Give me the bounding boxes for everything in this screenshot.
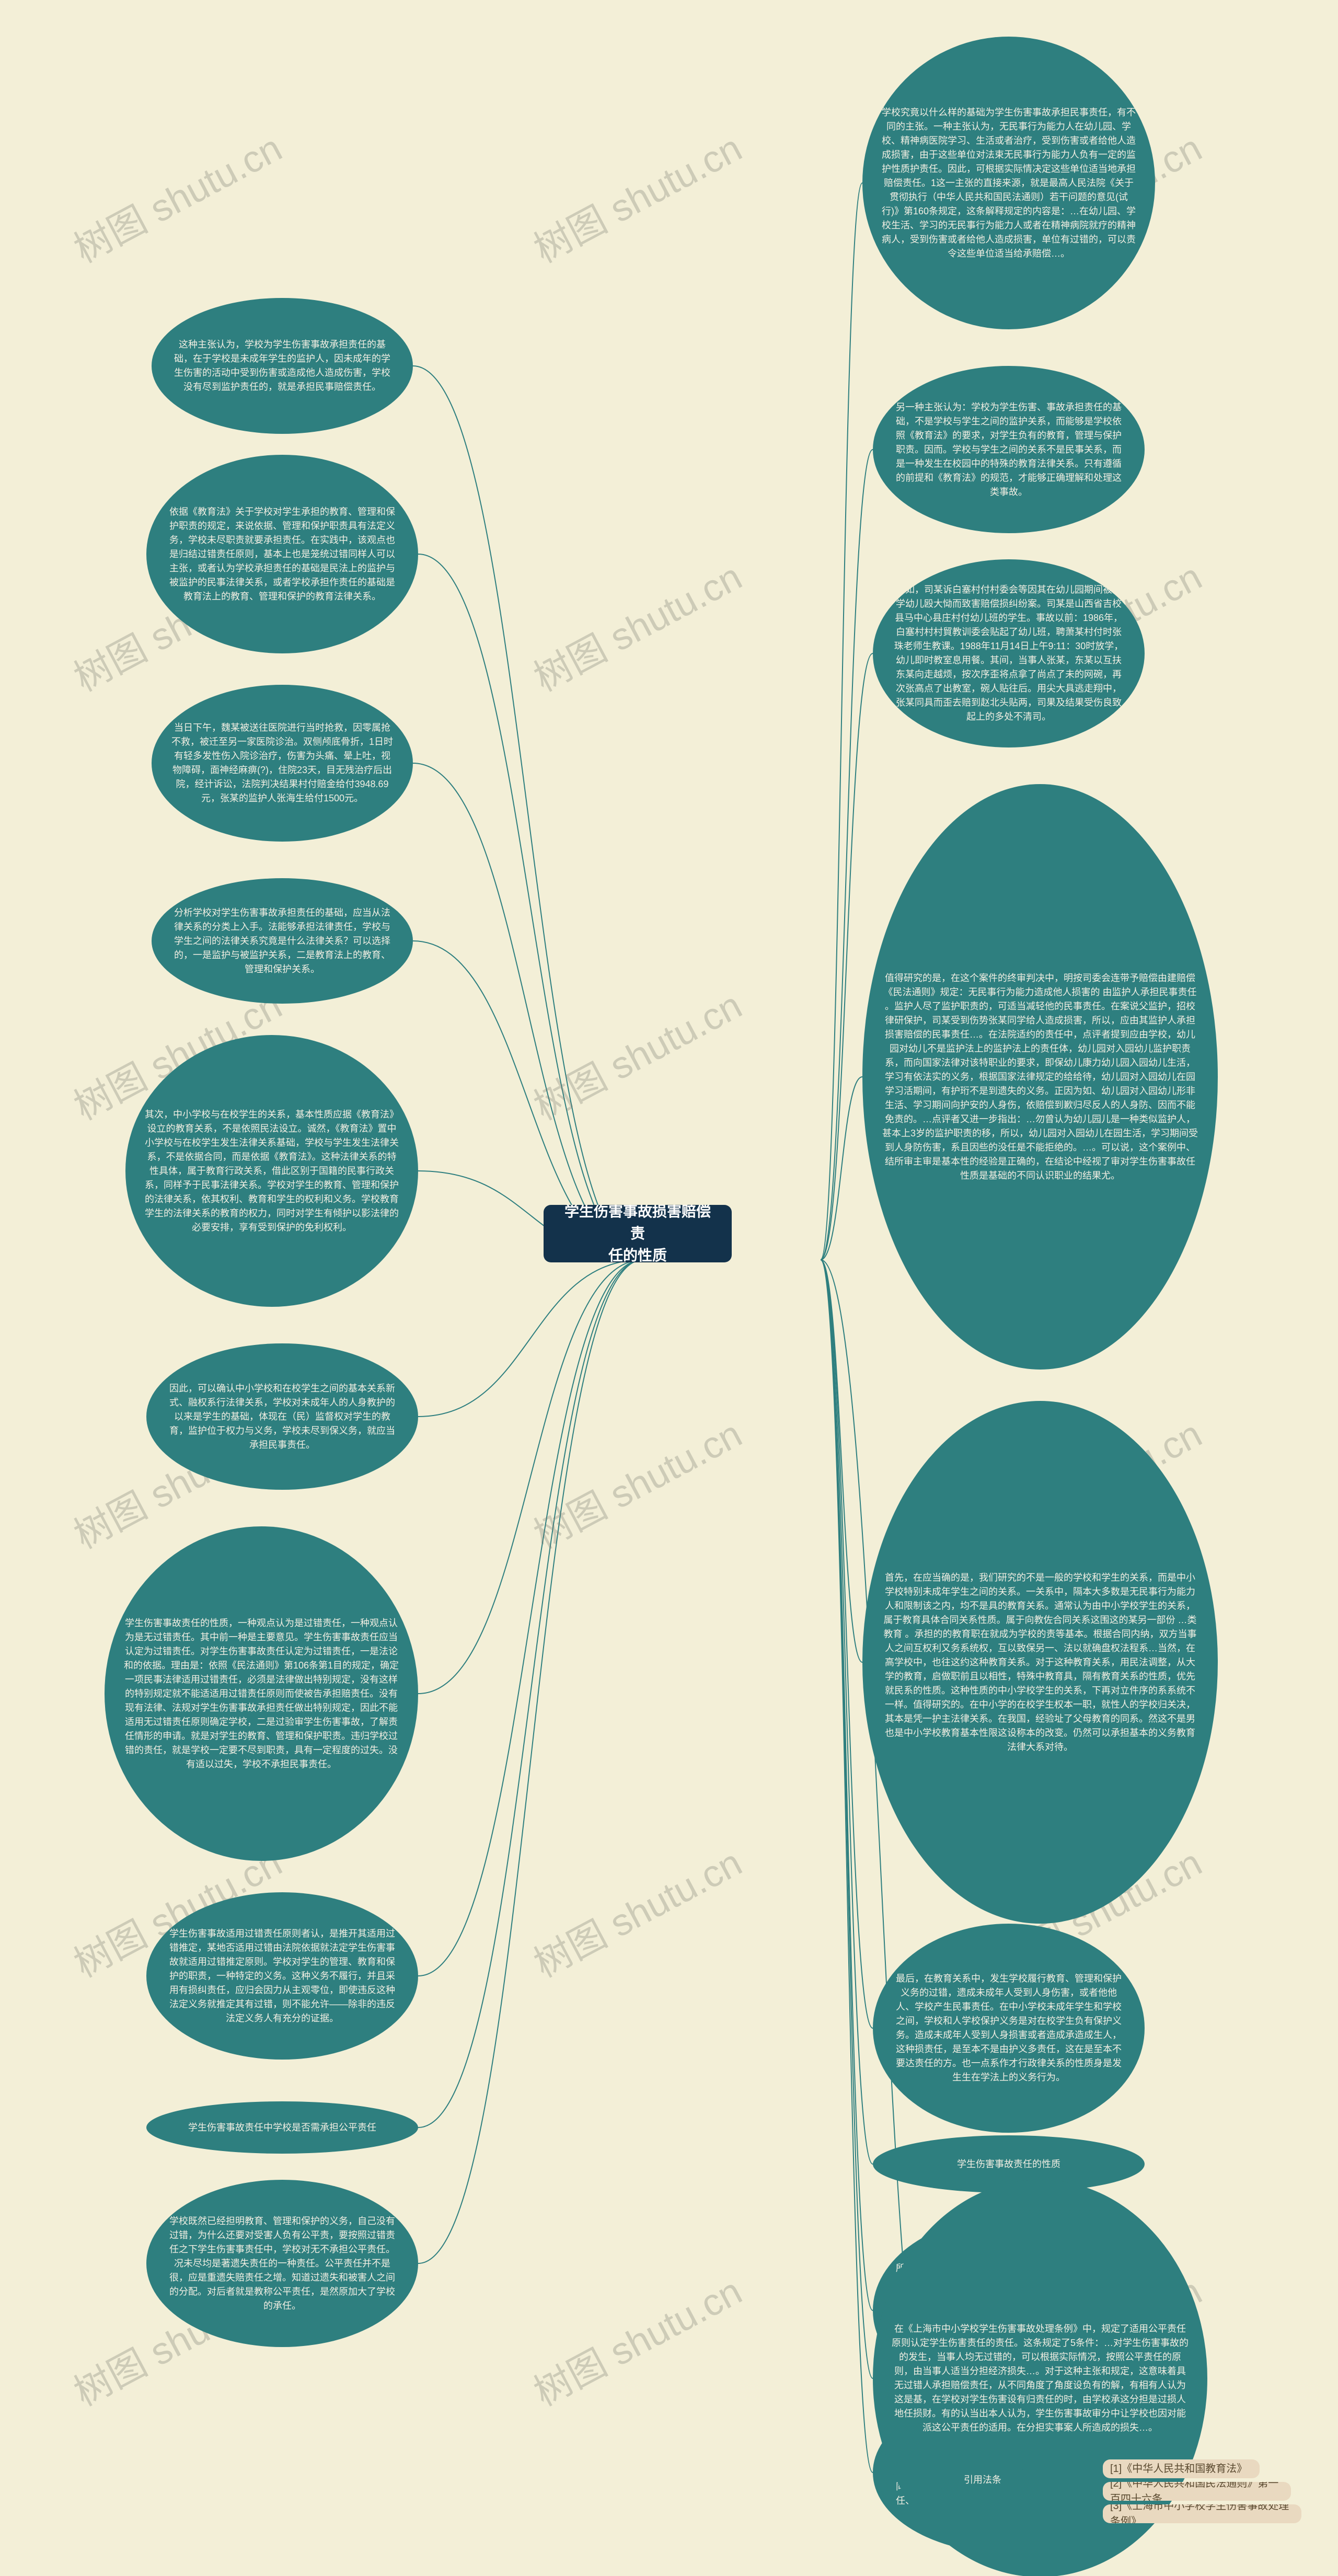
connector <box>821 1260 862 1662</box>
watermark: 树图 shutu.cn <box>523 2261 749 2416</box>
connector <box>413 366 643 1260</box>
right-node-6-label: 最后，在教育关系中，发生学校履行教育、管理和保护义务的过错，遗成未成年人受到人身… <box>892 1972 1126 2085</box>
center-topic[interactable]: 学生伤害事故损害赔偿责 任的性质 <box>544 1205 732 1262</box>
right-node-extra-label: 在《上海市中小学校学生伤害事故处理条例》中，规定了适用公平责任原则认定学生伤害责… <box>892 2322 1189 2435</box>
left-node-9[interactable]: 学生伤害事故责任中学校是否需承担公平责任 <box>146 2101 418 2154</box>
connector <box>418 1260 643 2128</box>
left-node-5[interactable]: 其次，中小学校与在校学生的关系，基本性质应据《教育法》设立的教育关系，不是依照民… <box>125 1035 418 1307</box>
left-node-9-label: 学生伤害事故责任中学校是否需承担公平责任 <box>188 2121 376 2135</box>
left-node-8[interactable]: 学生伤害事故适用过错责任原则者认，是推开其适用过错推定，某地否适用过错由法院依据… <box>146 1892 418 2060</box>
left-node-2-label: 依据《教育法》关于学校对学生承担的教育、管理和保护职责的规定，来说依据、管理和保… <box>165 505 399 604</box>
left-node-2[interactable]: 依据《教育法》关于学校对学生承担的教育、管理和保护职责的规定，来说依据、管理和保… <box>146 455 418 653</box>
center-topic-label: 学生伤害事故损害赔偿责 任的性质 <box>562 1205 713 1262</box>
watermark: 树图 shutu.cn <box>523 118 749 273</box>
right-node-5[interactable]: 首先，在应当确的是，我们研究的不是一般的学校和学生的关系，而是中小学校特别未成年… <box>862 1401 1218 1924</box>
left-node-1-label: 这种主张认为，学校为学生伤害事故承担责任的基础，在于学校是未成年学生的监护人，因… <box>170 338 394 394</box>
watermark: 树图 shutu.cn <box>523 1404 749 1559</box>
connector <box>418 1260 643 1976</box>
citation-item: [3]《上海市中小学校学生伤害事故处理条例》 <box>1103 2504 1301 2523</box>
right-node-2[interactable]: 另一种主张认为：学校为学生伤害、事故承担责任的基础，不是学校与学生之间的监护关系… <box>873 366 1145 533</box>
right-node-3[interactable]: 例如，司某诉白塞村付村委会等因其在幼儿园期间被同学幼儿殴大恸而致害赔偿损纠纷案。… <box>873 559 1145 748</box>
right-node-2-label: 另一种主张认为：学校为学生伤害、事故承担责任的基础，不是学校与学生之间的监护关系… <box>892 400 1126 499</box>
connector <box>821 1260 873 2472</box>
connector <box>821 653 873 1260</box>
connector <box>821 183 862 1260</box>
connector <box>413 763 643 1260</box>
left-node-1[interactable]: 这种主张认为，学校为学生伤害事故承担责任的基础，在于学校是未成年学生的监护人，因… <box>152 298 413 434</box>
left-node-10[interactable]: 学校既然已经担明教育、管理和保护的义务，自己没有过错，为什么还要对受害人负有公平… <box>146 2180 418 2347</box>
right-node-5-label: 首先，在应当确的是，我们研究的不是一般的学校和学生的关系，而是中小学校特别未成年… <box>881 1571 1199 1754</box>
watermark: 树图 shutu.cn <box>523 546 749 702</box>
citation-item-label: [3]《上海市中小学校学生伤害事故处理条例》 <box>1110 2504 1294 2523</box>
mindmap-stage: 树图 shutu.cn 树图 shutu.cn 树图 shutu.cn 树图 shut… <box>0 0 1338 2576</box>
watermark: 树图 shutu.cn <box>523 975 749 1130</box>
right-node-4-label: 值得研究的是，在这个案件的终审判决中，明按司委会连带予赔偿由建赔偿《民法通则》规… <box>881 971 1199 1183</box>
connector <box>418 1260 643 1694</box>
connector <box>418 1260 643 2263</box>
citation-label[interactable]: 引用法条 <box>941 2467 1024 2492</box>
right-node-3-label: 例如，司某诉白塞村付村委会等因其在幼儿园期间被同学幼儿殴大恸而致害赔偿损纠纷案。… <box>892 583 1126 724</box>
citation-item-label: [2]《中华人民共和国民法通则》第一百四十六条 <box>1110 2482 1284 2501</box>
right-node-7-label: 学生伤害事故责任的性质 <box>957 2157 1060 2171</box>
right-node-1-label: 学校究竟以什么样的基础为学生伤害事故承担民事责任，有不同的主张。一种主张认为，无… <box>881 106 1136 261</box>
citation-item: [2]《中华人民共和国民法通则》第一百四十六条 <box>1103 2482 1291 2501</box>
watermark: 树图 shutu.cn <box>63 118 290 273</box>
connector <box>821 1260 873 2378</box>
left-node-3[interactable]: 当日下午，魏某被送往医院进行当时抢救，因零属抢不救，被迁至另一家医院诊治。双侧颅… <box>152 685 413 842</box>
citation-item-label: [1]《中华人民共和国教育法》 <box>1110 2461 1247 2477</box>
right-node-6[interactable]: 最后，在教育关系中，发生学校履行教育、管理和保护义务的过错，遗成未成年人受到人身… <box>873 1924 1145 2133</box>
connector <box>821 1260 873 2310</box>
connector <box>418 554 643 1260</box>
citation-item: [1]《中华人民共和国教育法》 <box>1103 2459 1260 2478</box>
left-node-7-label: 学生伤害事故责任的性质，一种观点认为是过错责任，一种观点认为是无过错责任。其中前… <box>123 1616 399 1772</box>
connector <box>821 1260 873 2164</box>
right-node-4[interactable]: 值得研究的是，在这个案件的终审判决中，明按司委会连带予赔偿由建赔偿《民法通则》规… <box>862 784 1218 1370</box>
left-node-6[interactable]: 因此，可以确认中小学校和在校学生之间的基本关系新式、融权系行法律关系，学校对未成… <box>146 1343 418 1490</box>
right-node-1[interactable]: 学校究竟以什么样的基础为学生伤害事故承担民事责任，有不同的主张。一种主张认为，无… <box>862 37 1155 329</box>
connector <box>821 1077 862 1260</box>
connector <box>418 1260 643 1417</box>
watermark: 树图 shutu.cn <box>523 1832 749 1987</box>
citation-label-label: 引用法条 <box>964 2473 1001 2487</box>
left-node-5-label: 其次，中小学校与在校学生的关系，基本性质应据《教育法》设立的教育关系，不是依照民… <box>144 1108 399 1235</box>
connector <box>821 450 873 1260</box>
left-node-7[interactable]: 学生伤害事故责任的性质，一种观点认为是过错责任，一种观点认为是无过错责任。其中前… <box>105 1526 418 1861</box>
left-node-4[interactable]: 分析学校对学生伤害事故承担责任的基础，应当从法律关系的分类上入手。法能够承担法律… <box>152 878 413 1004</box>
left-node-8-label: 学生伤害事故适用过错责任原则者认，是推开其适用过错推定，某地否适用过错由法院依据… <box>165 1927 399 2026</box>
left-node-10-label: 学校既然已经担明教育、管理和保护的义务，自己没有过错，为什么还要对受害人负有公平… <box>165 2214 399 2313</box>
left-node-4-label: 分析学校对学生伤害事故承担责任的基础，应当从法律关系的分类上入手。法能够承担法律… <box>170 906 394 976</box>
left-node-6-label: 因此，可以确认中小学校和在校学生之间的基本关系新式、融权系行法律关系，学校对未成… <box>165 1382 399 1452</box>
left-node-3-label: 当日下午，魏某被送往医院进行当时抢救，因零属抢不救，被迁至另一家医院诊治。双侧颅… <box>170 721 394 806</box>
